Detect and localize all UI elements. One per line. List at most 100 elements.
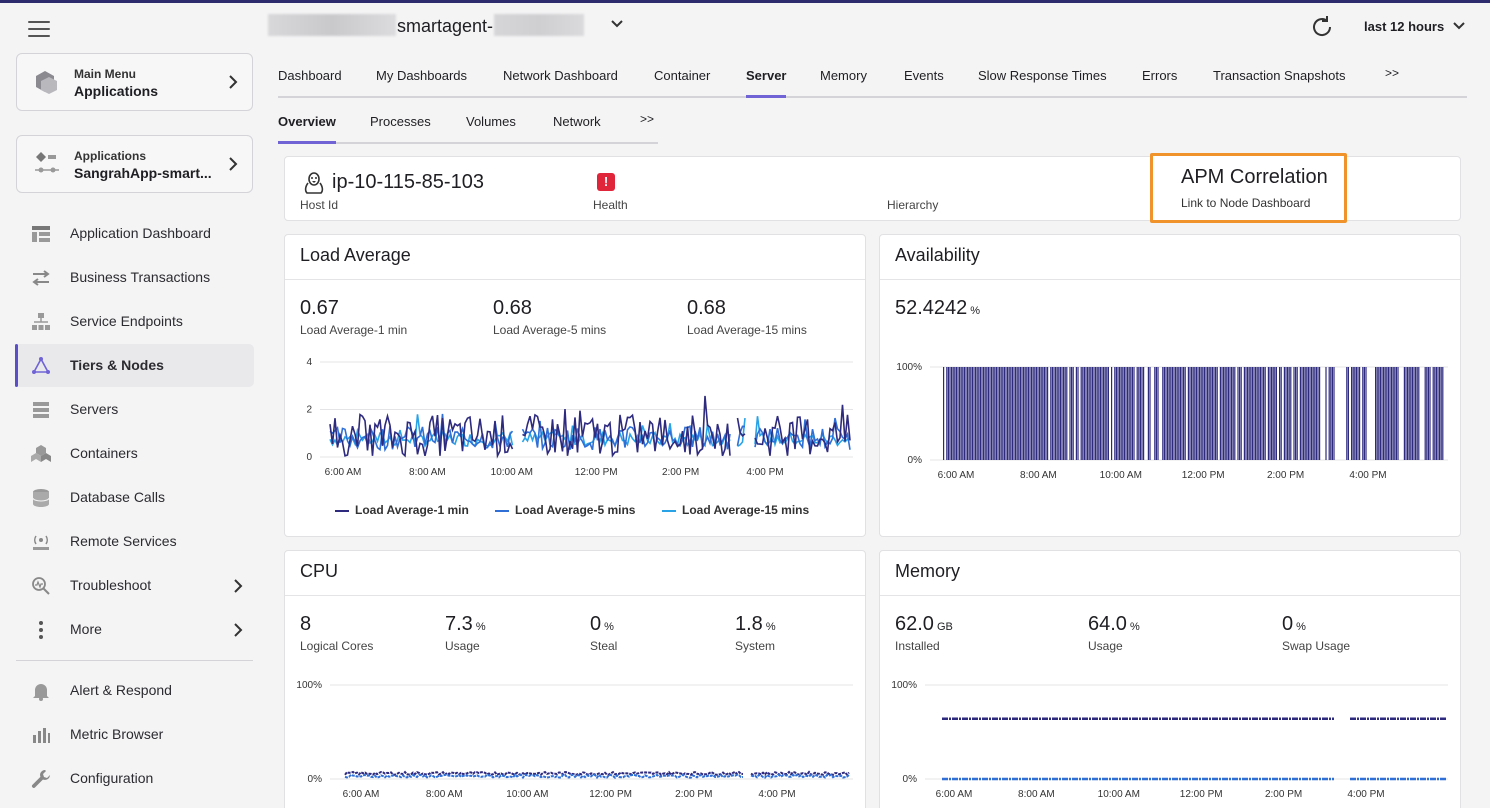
tab-dashboard[interactable]: Dashboard bbox=[278, 68, 342, 83]
sidebar-item-containers[interactable]: Containers bbox=[15, 432, 254, 475]
apm-link-to-node-dashboard[interactable]: Link to Node Dashboard bbox=[1181, 196, 1311, 210]
stat-cpu-steal: 0% Steal bbox=[590, 613, 617, 653]
availability-bar bbox=[1055, 367, 1057, 460]
legend-load-5min[interactable]: Load Average-5 mins bbox=[495, 503, 635, 517]
tab-slow-response-times[interactable]: Slow Response Times bbox=[978, 68, 1107, 83]
availability-bar bbox=[1032, 367, 1034, 460]
tab-container[interactable]: Container bbox=[654, 68, 711, 83]
availability-bar bbox=[957, 367, 959, 460]
availability-bar bbox=[1307, 367, 1309, 460]
subtab-overview[interactable]: Overview bbox=[278, 114, 336, 144]
tab-network-dashboard[interactable]: Network Dashboard bbox=[503, 68, 618, 83]
availability-bar bbox=[943, 367, 945, 460]
availability-bar bbox=[947, 367, 949, 460]
availability-bar bbox=[1029, 367, 1031, 460]
availability-bar bbox=[1271, 367, 1273, 460]
subtab-more[interactable]: >> bbox=[640, 112, 655, 126]
availability-bar bbox=[1287, 367, 1289, 460]
chevron-down-icon[interactable] bbox=[609, 18, 625, 30]
tab-more[interactable]: >> bbox=[1385, 66, 1400, 80]
sidebar-item-alert-respond[interactable]: Alert & Respond bbox=[15, 669, 254, 712]
availability-bar bbox=[1264, 367, 1266, 460]
legend-label: Load Average-5 mins bbox=[515, 503, 636, 517]
availability-bar bbox=[1295, 367, 1297, 460]
availability-bar bbox=[1325, 367, 1327, 460]
availability-chart[interactable]: 100% 0% 6:00 AM 8:00 AM 10:00 AM 12:00 PM 2:00… bbox=[880, 355, 1460, 485]
availability-bar bbox=[1439, 367, 1441, 460]
sidebar-item-configuration[interactable]: Configuration bbox=[15, 757, 254, 800]
main-menu-selector[interactable]: Main Menu Applications bbox=[16, 53, 253, 111]
x-tick-label: 2:00 PM bbox=[1265, 789, 1302, 800]
top-accent-line bbox=[0, 0, 1490, 3]
availability-bar bbox=[1171, 367, 1173, 460]
refresh-icon[interactable] bbox=[1310, 15, 1334, 39]
sidebar-item-label: More bbox=[70, 621, 102, 637]
stat-label: Logical Cores bbox=[300, 639, 374, 653]
tab-events[interactable]: Events bbox=[904, 68, 944, 83]
tab-my-dashboards[interactable]: My Dashboards bbox=[376, 68, 468, 83]
availability-bar bbox=[1173, 367, 1175, 460]
time-range-selector[interactable]: last 12 hours bbox=[1364, 19, 1445, 34]
availability-bar bbox=[984, 367, 986, 460]
availability-bar bbox=[954, 367, 956, 460]
sidebar-item-database-calls[interactable]: Database Calls bbox=[15, 476, 254, 519]
availability-bar bbox=[1226, 367, 1228, 460]
legend-load-1min[interactable]: Load Average-1 min bbox=[335, 503, 469, 517]
sidebar-item-more[interactable]: More bbox=[15, 608, 254, 651]
availability-bar bbox=[952, 367, 954, 460]
availability-bar bbox=[1263, 367, 1265, 460]
availability-bar bbox=[1103, 367, 1105, 460]
sidebar-item-business-transactions[interactable]: Business Transactions bbox=[15, 256, 254, 299]
health-alert-icon[interactable]: ! bbox=[597, 173, 615, 191]
availability-bar bbox=[997, 367, 999, 460]
availability-bar bbox=[946, 367, 948, 460]
stat-value: 0.68 bbox=[687, 297, 726, 319]
stat-availability: 52.4242% bbox=[895, 297, 980, 320]
availability-bar bbox=[1027, 367, 1029, 460]
bell-icon bbox=[33, 684, 49, 701]
memory-chart[interactable]: 100% 0% 6:00 AM 8:00 AM 10:00 AM 12:00 PM 2:00… bbox=[880, 673, 1460, 803]
availability-bar bbox=[1043, 367, 1045, 460]
stat-value: 62.0 bbox=[895, 613, 934, 635]
hamburger-menu-icon[interactable] bbox=[28, 21, 50, 37]
cpu-chart[interactable]: 100% 0% 6:00 AM 8:00 AM 10:00 AM 12:00 PM 2:00… bbox=[285, 673, 865, 803]
linux-penguin-icon bbox=[304, 172, 324, 194]
stat-unit: % bbox=[1296, 621, 1306, 633]
sidebar-item-metric-browser[interactable]: Metric Browser bbox=[15, 713, 254, 756]
chevron-down-icon[interactable] bbox=[1451, 20, 1467, 32]
legend-load-15min[interactable]: Load Average-15 mins bbox=[662, 503, 809, 517]
tab-transaction-snapshots[interactable]: Transaction Snapshots bbox=[1213, 68, 1346, 83]
availability-bar bbox=[973, 367, 975, 460]
sidebar-item-service-endpoints[interactable]: Service Endpoints bbox=[15, 300, 254, 343]
stat-unit: % bbox=[1129, 621, 1140, 633]
sidebar-item-troubleshoot[interactable]: Troubleshoot bbox=[15, 564, 254, 607]
stat-unit: GB bbox=[936, 621, 953, 633]
availability-bar bbox=[1215, 367, 1217, 460]
availability-bar bbox=[1280, 367, 1282, 460]
availability-bar bbox=[1315, 367, 1317, 460]
subtab-volumes[interactable]: Volumes bbox=[466, 114, 516, 129]
availability-bar bbox=[1179, 367, 1181, 460]
availability-bar bbox=[1237, 367, 1239, 460]
sidebar-item-servers[interactable]: Servers bbox=[15, 388, 254, 431]
availability-bar bbox=[1176, 367, 1178, 460]
apm-correlation-highlight[interactable]: APM Correlation Link to Node Dashboard bbox=[1150, 153, 1347, 223]
availability-bar bbox=[1223, 367, 1225, 460]
tab-errors[interactable]: Errors bbox=[1142, 68, 1178, 83]
subtab-processes[interactable]: Processes bbox=[370, 114, 431, 129]
availability-bar bbox=[994, 367, 996, 460]
tab-memory[interactable]: Memory bbox=[820, 68, 867, 83]
availability-bar bbox=[1195, 367, 1197, 460]
application-selector[interactable]: Applications SangrahApp-smart... bbox=[16, 135, 253, 193]
load-average-chart[interactable]: 4 2 0 6:00 AM 8:00 AM 10:00 AM 12:00 PM 2:00 PM… bbox=[285, 355, 865, 485]
availability-bar bbox=[981, 367, 983, 460]
y-tick-label: 100% bbox=[891, 680, 917, 691]
sidebar-item-remote-services[interactable]: Remote Services bbox=[15, 520, 254, 563]
sidebar-item-application-dashboard[interactable]: Application Dashboard bbox=[15, 212, 254, 255]
subtab-network[interactable]: Network bbox=[553, 114, 601, 129]
tab-server[interactable]: Server bbox=[746, 68, 787, 98]
sidebar-item-tiers-nodes[interactable]: Tiers & Nodes bbox=[15, 344, 254, 387]
availability-bar bbox=[1056, 367, 1058, 460]
availability-bar bbox=[1047, 367, 1049, 460]
availability-bar bbox=[1407, 367, 1409, 460]
